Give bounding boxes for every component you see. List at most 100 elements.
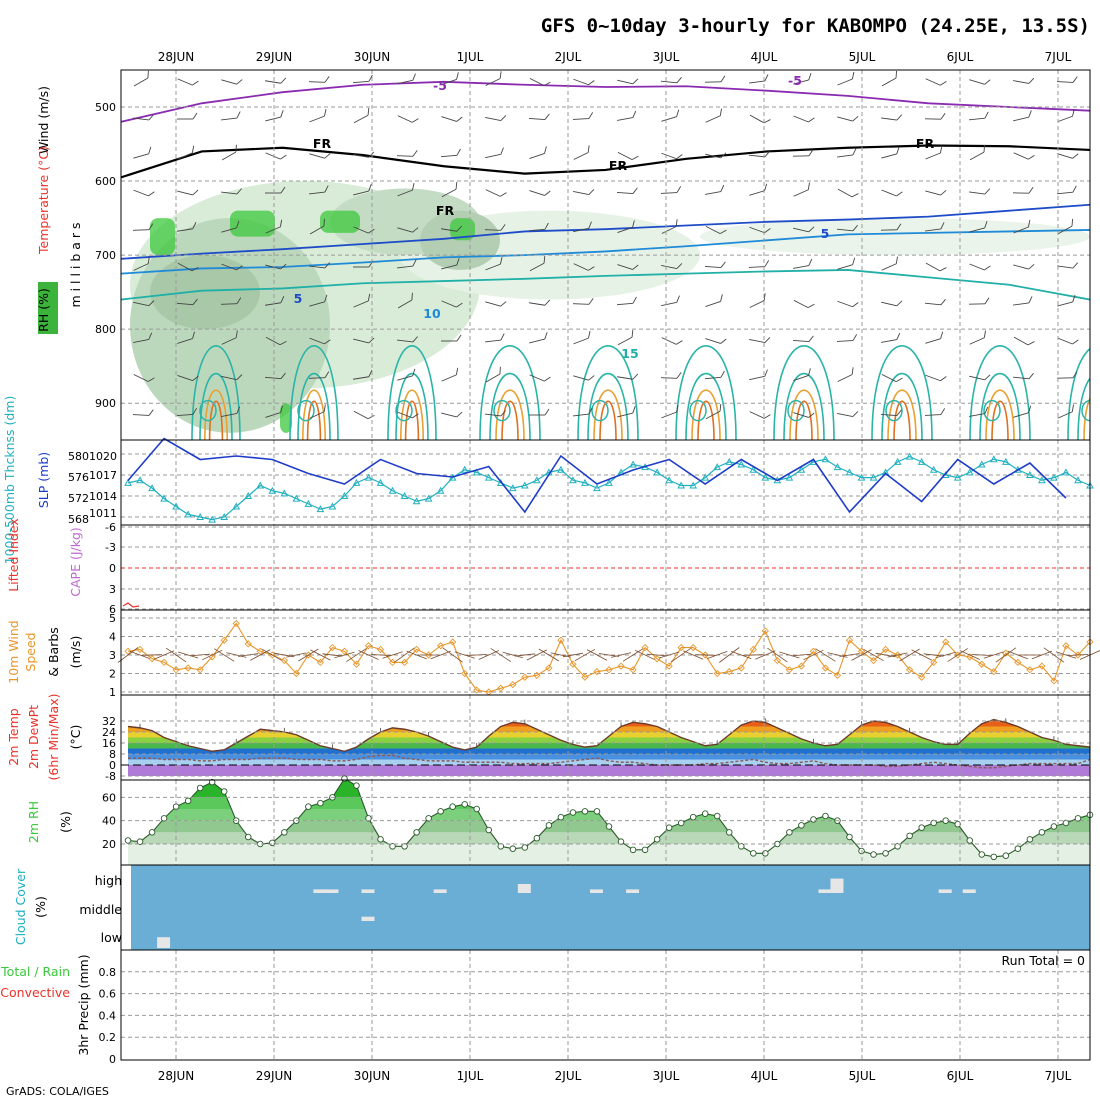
- wind-barb-10m: [562, 652, 583, 658]
- thickness-point: [508, 484, 517, 492]
- date-label-top: 5JUL: [849, 50, 876, 64]
- boundary-layer-contour: [991, 400, 1009, 440]
- wind-speed-point: [292, 669, 300, 678]
- wind-barb: [969, 220, 988, 233]
- thickness-point: [557, 465, 565, 473]
- wind-barb-10m: [683, 650, 704, 660]
- wind-barb-10m: [213, 648, 235, 662]
- cloud-bar-high: [313, 889, 327, 893]
- boundary-layer-contour: [297, 373, 331, 440]
- wind-tick: 4: [109, 631, 116, 644]
- wind-barb: [749, 74, 769, 84]
- thickness-point: [665, 476, 673, 484]
- wind-barb: [749, 369, 768, 381]
- wind-barb-10m: [238, 653, 259, 657]
- wind-tick: 3: [109, 649, 116, 662]
- wind-speed-point: [809, 647, 818, 655]
- boundary-layer-contour: [306, 400, 322, 440]
- wind-barb-10m: [478, 650, 499, 660]
- contour-label: 10: [423, 306, 441, 321]
- pressure-tick: 800: [95, 323, 116, 336]
- wind-barb: [616, 296, 637, 306]
- wind-barb-10m: [1031, 650, 1053, 660]
- wind-barb-10m: [887, 652, 908, 658]
- wind-barb: [617, 78, 639, 85]
- wind-speed-point: [196, 666, 204, 674]
- wind-barb: [221, 374, 243, 381]
- wind-barb: [925, 374, 947, 382]
- contour-label: 15: [621, 346, 638, 361]
- boundary-layer-contour: [501, 400, 519, 440]
- rh-point: [1002, 852, 1010, 859]
- thickness-point: [124, 478, 132, 486]
- rh2m-unit-label: (%): [58, 811, 73, 833]
- wind-barb: [881, 70, 898, 87]
- thickness-tick: 580: [68, 450, 89, 463]
- wind-barb-10m: [731, 651, 752, 659]
- rh-point: [148, 829, 156, 836]
- wind-barb-10m: [310, 649, 331, 661]
- date-label-top: 4JUL: [751, 50, 778, 64]
- isotherm-loop: [787, 399, 805, 422]
- wind-barb: [309, 262, 330, 269]
- wind-barb: [441, 258, 460, 270]
- wind-speed-point: [124, 647, 132, 655]
- rh-point: [244, 833, 252, 841]
- contour-label: FR: [313, 136, 332, 151]
- wind-barb: [704, 370, 725, 380]
- thickness-point: [989, 455, 998, 463]
- stability-tick: 6: [109, 603, 116, 616]
- wind-barb: [792, 335, 814, 343]
- rh-point: [1014, 845, 1022, 852]
- contour-label: FR: [609, 158, 628, 173]
- wind-barb-10m: [622, 648, 644, 662]
- cloud-unit-label: (%): [33, 896, 48, 918]
- boundary-layer-contour: [685, 373, 727, 440]
- wind-barb: [617, 330, 634, 346]
- wind-barb: [440, 148, 461, 158]
- thickness-point: [797, 465, 806, 473]
- wind-barb: [441, 300, 463, 308]
- wind-barb: [661, 404, 679, 419]
- rh-point: [461, 801, 468, 808]
- wind-barb: [749, 226, 771, 234]
- thickness-point: [400, 491, 409, 499]
- wind-barb: [529, 146, 547, 160]
- thickness-point: [689, 481, 698, 489]
- wind-barb-10m: [322, 653, 343, 657]
- wind-barb: [353, 151, 375, 158]
- wind-barb: [309, 153, 331, 159]
- wind-barb: [837, 300, 859, 308]
- wind-barb-10m: [334, 651, 355, 659]
- thickness-point: [472, 468, 481, 476]
- rh-point: [220, 788, 228, 795]
- wind-barb: [529, 256, 546, 272]
- wind-speed-point: [833, 671, 842, 679]
- thickness-point: [821, 455, 830, 463]
- dewpoint-line: [128, 754, 1091, 769]
- thickness-point: [953, 473, 962, 481]
- rh-point: [1062, 819, 1070, 827]
- wind-barb: [969, 79, 991, 85]
- wind-barb: [221, 220, 240, 233]
- thickness-point: [1050, 473, 1058, 481]
- dewpt-axis-label: 2m DewPt: [26, 705, 41, 769]
- wind-barb: [396, 150, 418, 157]
- wind-barb-10m: [358, 650, 379, 660]
- date-label-bottom: 6JUL: [947, 1069, 974, 1083]
- boundary-layer-contour: [395, 373, 429, 440]
- wind-barb: [924, 298, 946, 306]
- wind-barb: [176, 298, 198, 306]
- wind-barb: [661, 109, 680, 122]
- date-label-bottom: 7JUL: [1045, 1069, 1072, 1083]
- wind-barb: [1057, 294, 1076, 307]
- rh-point: [425, 815, 432, 822]
- wind-barb-10m: [490, 648, 511, 662]
- boundary-layer-contour: [577, 344, 639, 440]
- thickness-point: [412, 497, 421, 505]
- wind-barb: [793, 299, 815, 309]
- thickness-point: [629, 460, 637, 468]
- wind-barb: [573, 145, 590, 160]
- thickness-point: [965, 468, 974, 476]
- wind-barb-10m: [346, 648, 367, 662]
